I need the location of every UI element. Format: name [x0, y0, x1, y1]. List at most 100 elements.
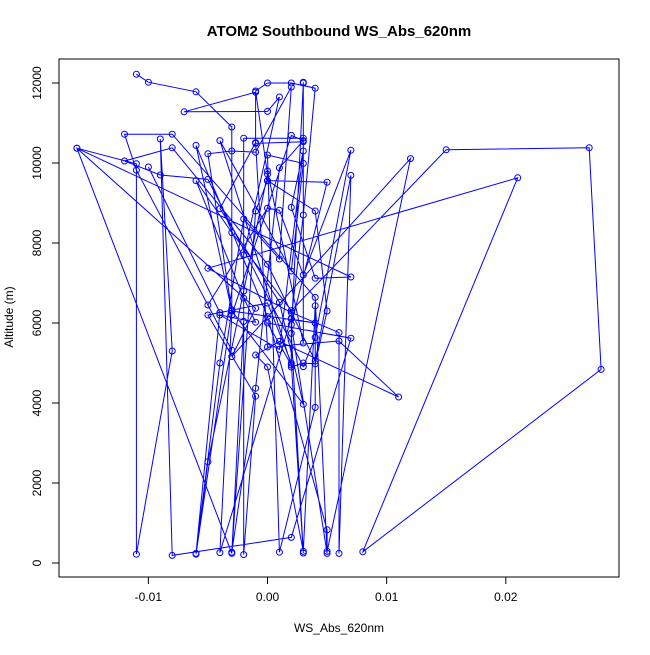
- data-point: [204, 175, 212, 183]
- data-point: [216, 309, 224, 317]
- data-point: [252, 318, 260, 326]
- plot-area: -0.01 0.00 0.01 0.02 0 2000 4000 6000 8000 10000 1…: [30, 58, 620, 604]
- chart-title: ATOM2 Southbound WS_Abs_620nm: [207, 23, 471, 40]
- data-point: [192, 141, 200, 149]
- data-point: [216, 311, 224, 319]
- data-point: [311, 357, 319, 365]
- data-point: [240, 251, 248, 259]
- data-point: [597, 365, 605, 373]
- data-point: [168, 551, 176, 559]
- data-point: [252, 384, 260, 392]
- data-point: [287, 315, 295, 323]
- data-point: [252, 351, 260, 359]
- data-point: [204, 301, 212, 309]
- x-tick-label: 0.01: [375, 590, 399, 604]
- data-point: [275, 298, 283, 306]
- data-point: [299, 147, 307, 155]
- x-tick-label: -0.01: [135, 590, 163, 604]
- data-point: [299, 549, 307, 557]
- y-tick-label: 12000: [30, 66, 44, 100]
- data-point: [287, 307, 295, 315]
- data-point: [323, 549, 331, 557]
- data-point: [228, 549, 236, 557]
- data-point: [240, 551, 248, 559]
- data-point: [299, 339, 307, 347]
- data-point: [311, 207, 319, 215]
- data-point: [275, 337, 283, 345]
- data-point: [252, 148, 260, 156]
- data-point: [264, 260, 271, 268]
- data-point: [192, 88, 200, 96]
- data-point: [252, 139, 260, 147]
- data-point: [311, 84, 319, 92]
- data-point: [216, 205, 224, 213]
- data-point: [132, 70, 140, 78]
- data-point: [287, 83, 295, 91]
- data-point: [275, 164, 283, 172]
- data-point: [311, 403, 319, 411]
- data-point: [252, 392, 260, 400]
- data-point: [228, 147, 236, 155]
- data-point: [299, 271, 307, 279]
- data-point: [264, 363, 271, 371]
- data-point: [299, 211, 307, 219]
- data-point: [264, 151, 271, 159]
- data-point: [228, 307, 236, 315]
- data-point: [73, 144, 81, 152]
- data-point: [228, 123, 236, 131]
- data-point: [204, 264, 212, 272]
- x-tick-label: 0.02: [494, 590, 518, 604]
- data-point: [204, 458, 212, 466]
- data-point: [264, 319, 271, 327]
- data-point: [335, 549, 343, 557]
- data-point: [311, 302, 319, 310]
- y-tick-label: 10000: [30, 146, 44, 180]
- data-point: [192, 177, 200, 185]
- x-tick-label: 0.00: [256, 590, 280, 604]
- data-point: [585, 144, 593, 152]
- data-point: [264, 177, 271, 185]
- data-point: [287, 203, 295, 211]
- data-point: [144, 163, 152, 171]
- data-point: [323, 526, 331, 534]
- data-point: [204, 150, 212, 158]
- data-point: [299, 359, 307, 367]
- data-point: [287, 267, 295, 275]
- data-point: [216, 137, 224, 145]
- data-point: [514, 174, 522, 182]
- data-point: [299, 138, 307, 146]
- y-tick-label: 6000: [30, 309, 44, 336]
- data-point: [264, 299, 271, 307]
- data-point: [287, 329, 295, 337]
- data-point: [252, 304, 260, 312]
- data-point: [311, 319, 319, 327]
- y-axis-label: Altitude (m): [2, 286, 16, 347]
- data-point: [168, 130, 176, 138]
- data-point: [347, 146, 355, 154]
- data-point: [264, 79, 271, 87]
- data-point: [275, 206, 283, 214]
- data-point: [347, 334, 355, 342]
- data-point: [180, 108, 188, 116]
- data-point: [287, 363, 295, 371]
- data-point: [240, 317, 248, 325]
- data-point: [335, 329, 343, 337]
- data-point: [323, 178, 331, 186]
- data-point: [240, 287, 248, 295]
- data-point: [121, 130, 128, 138]
- y-tick-label: 0: [30, 559, 44, 566]
- y-tick-label: 4000: [30, 389, 44, 416]
- data-point: [323, 307, 331, 315]
- data-point: [228, 229, 236, 237]
- data-point: [252, 207, 260, 215]
- data-point: [287, 359, 295, 367]
- data-point: [216, 359, 224, 367]
- y-tick-label: 8000: [30, 229, 44, 256]
- series-line: [76, 73, 602, 556]
- data-point: [311, 274, 319, 282]
- data-point: [347, 273, 355, 281]
- data-point: [299, 159, 307, 167]
- data-point: [311, 333, 319, 341]
